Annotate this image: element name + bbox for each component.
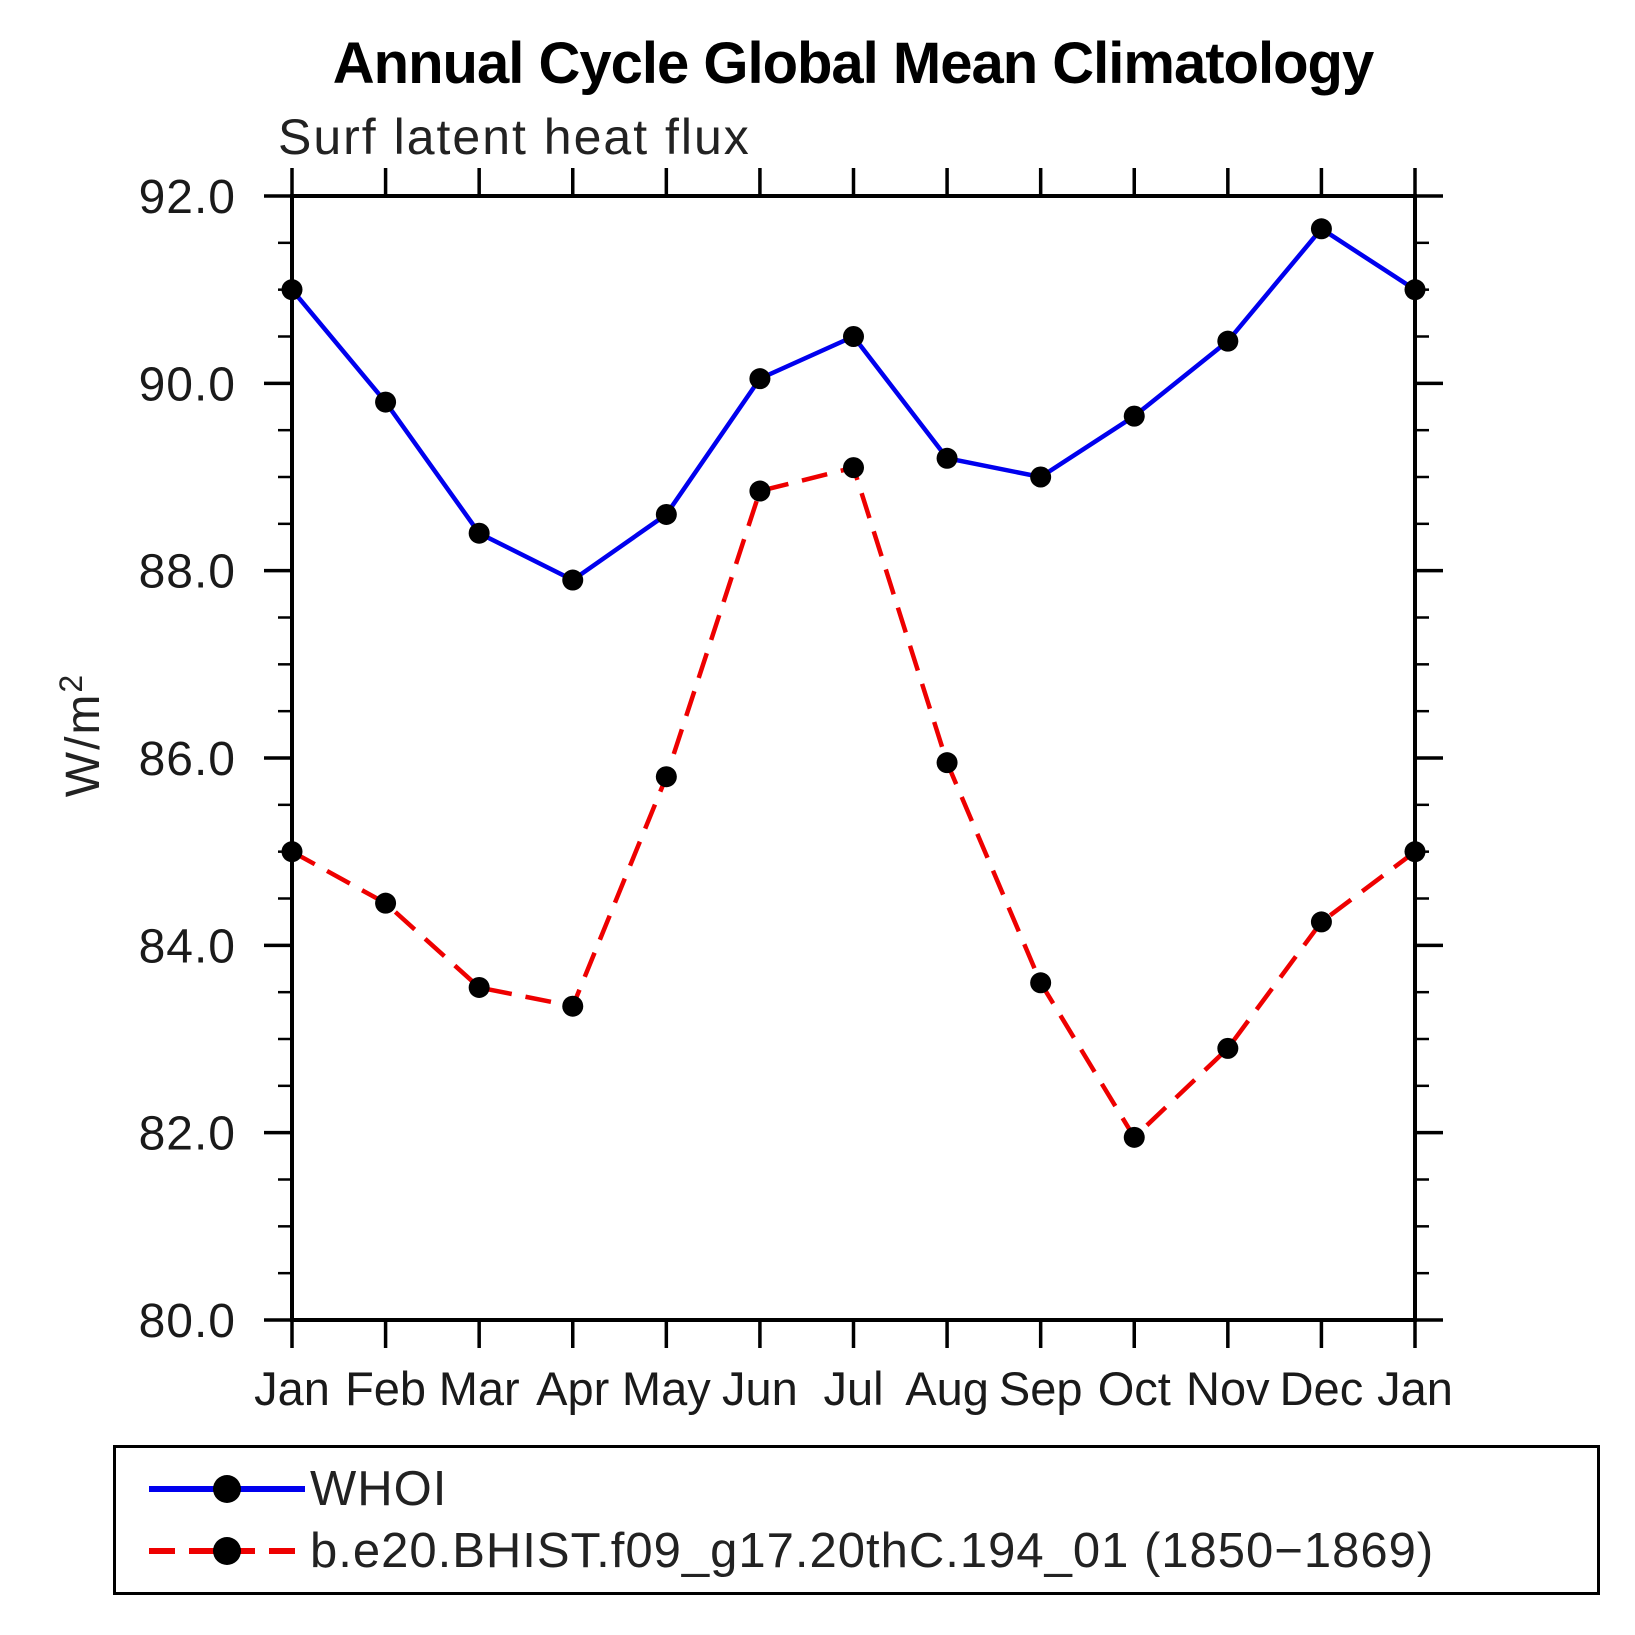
x-tick-label: Oct — [1098, 1362, 1171, 1415]
y-tick-label: 90.0 — [139, 358, 236, 411]
series-0-marker — [281, 279, 303, 301]
series-1-marker — [936, 752, 958, 774]
legend-swatch-dashed-red-line — [149, 1537, 305, 1565]
y-tick-label: 82.0 — [139, 1108, 236, 1161]
legend-item-whoi: WHOI — [146, 1462, 1597, 1516]
series-1-marker — [281, 841, 303, 863]
x-tick-label: Aug — [905, 1362, 989, 1415]
series-0-marker — [1217, 330, 1239, 352]
legend-swatch-solid-blue-line — [149, 1475, 305, 1503]
x-tick-label: Feb — [345, 1362, 426, 1415]
series-0-marker — [468, 522, 490, 544]
x-tick-label: Nov — [1186, 1362, 1270, 1415]
series-1-marker — [468, 976, 490, 998]
legend-marker-dot — [213, 1537, 241, 1565]
y-tick-label: 86.0 — [139, 733, 236, 786]
series-line-1 — [290, 464, 1417, 1141]
x-tick-label: Jan — [254, 1362, 330, 1415]
series-0-marker — [375, 391, 397, 413]
legend-item-model: b.e20.BHIST.f09_g17.20thC.194_01 (1850−1… — [146, 1524, 1597, 1578]
y-tick-label: 92.0 — [139, 171, 236, 224]
legend-label-whoi: WHOI — [310, 1462, 448, 1516]
plot-box — [290, 194, 1417, 1322]
x-tick-label: Jan — [1377, 1362, 1453, 1415]
x-tick-label: Dec — [1280, 1362, 1364, 1415]
x-tick-label: Apr — [536, 1362, 609, 1415]
series-1-marker — [655, 766, 677, 788]
x-tick-label: Jun — [722, 1362, 798, 1415]
chart-title: Annual Cycle Global Mean Climatology — [332, 31, 1374, 96]
series-0-marker — [936, 447, 958, 469]
chart-subtitle: Surf latent heat flux — [278, 109, 751, 165]
legend-label-model: b.e20.BHIST.f09_g17.20thC.194_01 (1850−1… — [310, 1524, 1435, 1578]
series-1-marker — [375, 892, 397, 914]
series-1-marker — [1123, 1126, 1145, 1148]
series-0-marker — [562, 569, 584, 591]
series-0-marker — [843, 326, 864, 347]
series-0-marker — [1310, 218, 1332, 240]
series-0-marker — [1030, 466, 1052, 488]
y-tick-label: 84.0 — [139, 920, 236, 973]
y-tick-label: 88.0 — [139, 546, 236, 599]
x-tick-label: Sep — [999, 1362, 1083, 1415]
legend: WHOI b.e20.BHIST.f09_g17.20thC.194_01 (1… — [113, 1445, 1600, 1595]
series-0-marker — [1123, 405, 1145, 427]
x-tick-label: Mar — [439, 1362, 520, 1415]
series-1-marker — [1310, 911, 1332, 933]
series-1-marker — [1030, 972, 1052, 994]
series-1-marker — [749, 480, 771, 502]
series-1-marker — [1217, 1037, 1239, 1059]
series-0-marker — [655, 503, 677, 525]
x-tick-label: Jul — [823, 1362, 883, 1415]
series-0-marker — [1404, 279, 1426, 301]
series-0-marker — [749, 368, 771, 390]
legend-marker-dot — [213, 1475, 241, 1503]
series-1-marker — [843, 457, 864, 479]
series-1-marker — [1404, 841, 1426, 863]
x-tick-label: May — [622, 1362, 711, 1415]
series-1-marker — [562, 995, 584, 1017]
y-tick-label: 80.0 — [139, 1295, 236, 1348]
series-line-0 — [290, 225, 1417, 583]
